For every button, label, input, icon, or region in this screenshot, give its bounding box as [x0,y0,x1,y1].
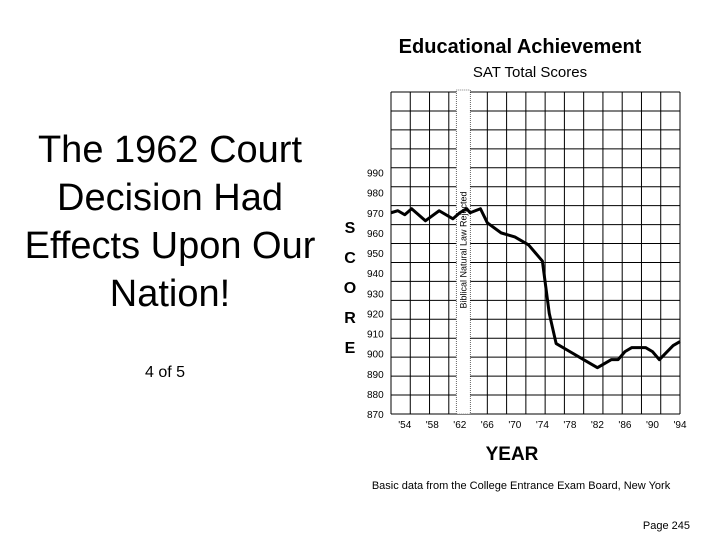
x-tick-label: '78 [563,420,576,431]
y-tick-label: 930 [367,289,384,300]
y-tick-label: 880 [367,390,384,401]
y-tick-label: 910 [367,330,384,341]
x-tick-label: '86 [618,420,631,431]
y-axis-label: S C O R E [338,218,362,368]
x-tick-label: '66 [481,420,494,431]
y-tick-label: 950 [367,249,384,260]
x-tick-label: '70 [508,420,521,431]
y-axis-label-letter: E [344,340,356,357]
slide-title: The 1962 Court Decision Had Effects Upon… [24,129,316,315]
x-tick-label: '62 [453,420,466,431]
x-tick-label: '82 [591,420,604,431]
y-tick-label: 970 [367,209,384,220]
annotation-band [455,89,471,415]
y-axis-label-letter: O [343,280,357,297]
y-tick-label: 890 [367,370,384,381]
source-note: Basic data from the College Entrance Exa… [371,480,671,492]
x-tick-label: '90 [646,420,659,431]
y-axis-label-letter: C [344,250,356,267]
x-tick-label: '58 [426,420,439,431]
y-tick-label: 870 [367,410,384,421]
sat-score-line [390,207,681,370]
x-tick-label: '54 [398,420,411,431]
chart-subtitle: SAT Total Scores [472,64,588,81]
y-tick-label: 990 [367,169,384,180]
y-tick-label: 900 [367,350,384,361]
x-tick-label: '94 [673,420,686,431]
y-tick-label: 960 [367,229,384,240]
y-tick-label: 920 [367,309,384,320]
y-tick-label: 980 [367,189,384,200]
chart-title: Educational Achievement [398,36,642,58]
annotation-label: Biblical Natural Law Rejected [458,191,468,308]
x-axis-label: YEAR [486,444,539,465]
y-tick-label: 940 [367,269,384,280]
slide-counter: 4 of 5 [144,364,186,381]
page-number: Page 245 [642,520,690,532]
y-axis-label-letter: S [344,220,356,237]
x-tick-label: '74 [536,420,549,431]
y-axis-label-letter: R [344,310,356,327]
